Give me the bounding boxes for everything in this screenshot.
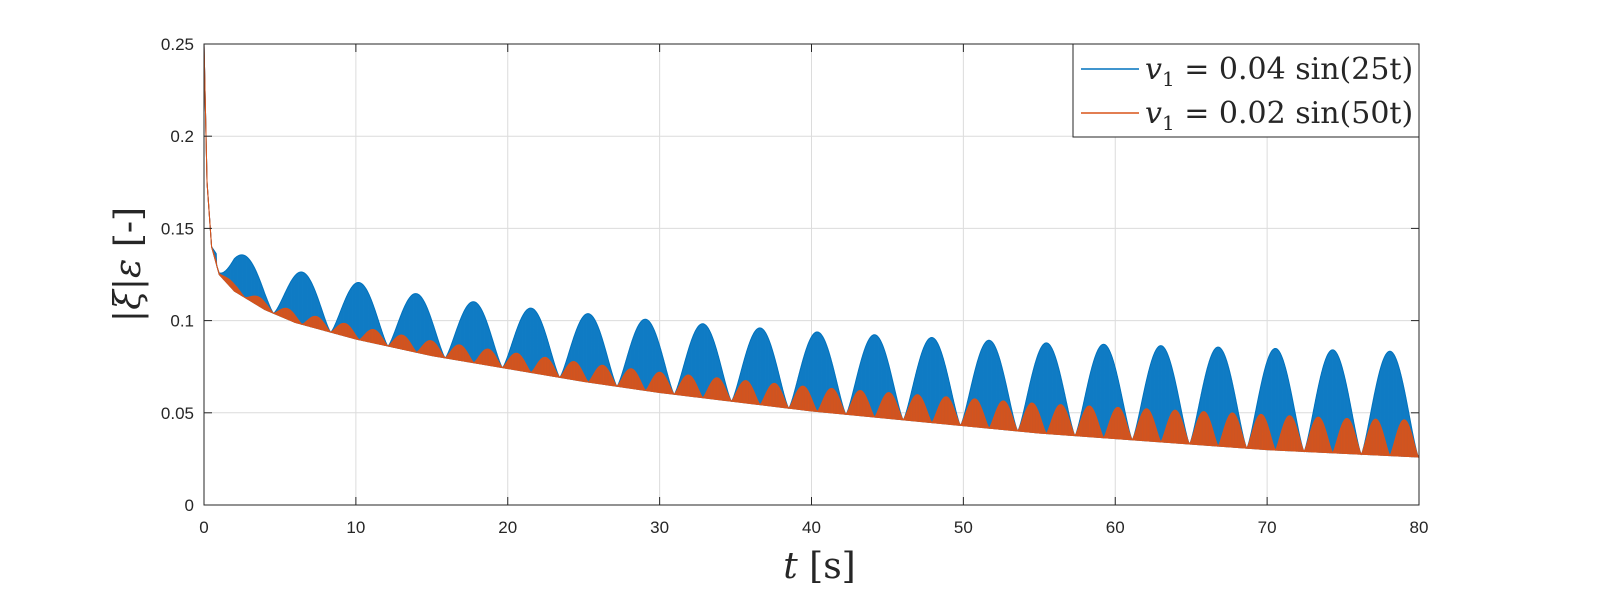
series-layer: [203, 43, 1420, 459]
x-axis-label: t [s]: [783, 546, 855, 587]
x-tick-label: 0: [199, 518, 208, 537]
series-line-1: [203, 43, 1420, 459]
legend-entry-series-1: v1 = 0.04 sin(25t): [1145, 52, 1413, 91]
legend: v1 = 0.04 sin(25t) v1 = 0.02 sin(50t): [1072, 43, 1420, 138]
y-tick-label: 0.15: [161, 219, 194, 238]
x-tick-label: 50: [954, 518, 973, 537]
x-tick-label: 40: [802, 518, 821, 537]
y-axis-ticks: 0 0.05 0.1 0.15 0.2 0.25: [161, 35, 1419, 515]
series-floor-2: [203, 43, 1420, 458]
y-tick-label: 0.1: [170, 312, 194, 331]
legend-entry-series-2: v1 = 0.02 sin(50t): [1145, 96, 1413, 135]
y-axis-label: |ξ|ε [-]: [108, 207, 149, 322]
x-tick-label: 70: [1258, 518, 1277, 537]
legend-box: [1072, 43, 1420, 138]
x-tick-label: 20: [498, 518, 517, 537]
x-tick-label: 30: [650, 518, 669, 537]
x-axis-ticks: 0 10 20 30 40 50 60 70 80: [199, 44, 1428, 537]
y-tick-label: 0.05: [161, 404, 194, 423]
x-tick-label: 80: [1410, 518, 1429, 537]
y-tick-label: 0.25: [161, 35, 194, 54]
x-tick-label: 10: [346, 518, 365, 537]
y-tick-label: 0.2: [170, 127, 194, 146]
series-line-2: [203, 43, 1420, 458]
x-tick-label: 60: [1106, 518, 1125, 537]
y-tick-label: 0: [185, 496, 194, 515]
